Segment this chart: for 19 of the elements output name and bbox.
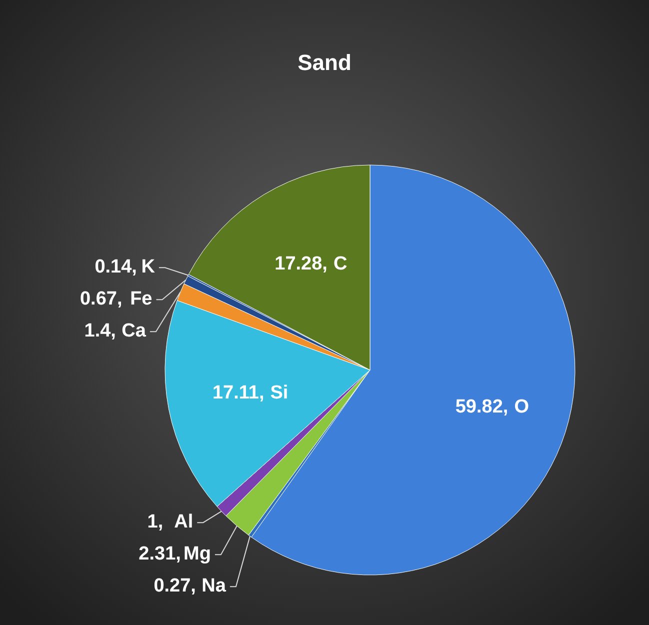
- data-label: 17.28,: [274, 254, 328, 275]
- data-label: 1.4,: [84, 320, 116, 342]
- slice-label: Na: [202, 576, 226, 597]
- slice-label: Ca: [122, 320, 146, 342]
- data-label: 0.14,: [94, 256, 137, 278]
- chart-title: Sand: [298, 50, 352, 75]
- slice-label: Mg: [184, 544, 211, 565]
- data-label: 0.27,: [154, 576, 196, 597]
- slice-label: Fe: [130, 288, 152, 310]
- data-label: 59.82,: [455, 396, 508, 418]
- slice-label: Si: [270, 382, 288, 404]
- data-label: 1,: [147, 512, 164, 533]
- slice-label: O: [514, 396, 529, 418]
- data-label: 0.67,: [80, 288, 122, 310]
- data-label: 2.31,: [138, 544, 181, 565]
- slice-label: K: [141, 256, 156, 278]
- data-label: 17.11,: [212, 382, 264, 404]
- slice-label: Al: [174, 512, 194, 533]
- slice-label: C: [333, 254, 348, 275]
